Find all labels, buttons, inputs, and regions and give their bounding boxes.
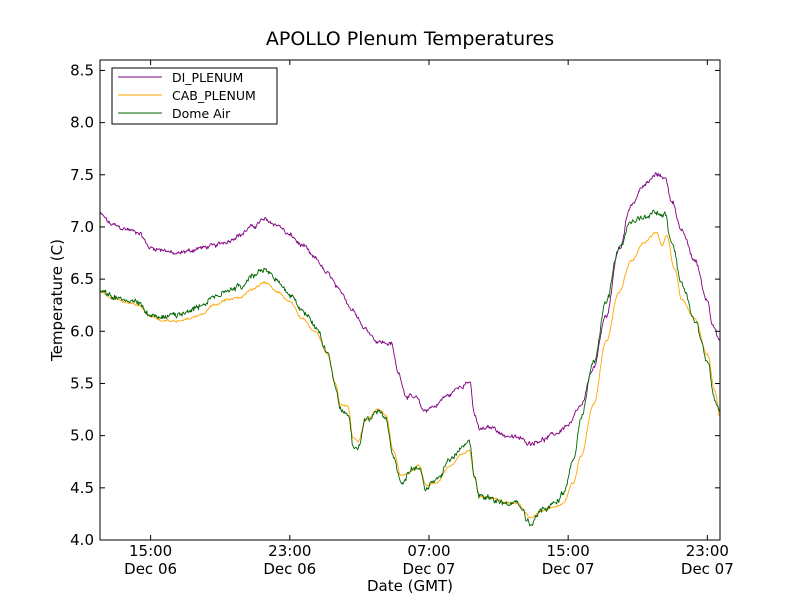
y-axis: 4.0 4.5 5.0 5.5 6.0 6.5 7.0 7.5 8.0 8.5: [70, 61, 720, 549]
y-tick-label: 4.0: [70, 531, 94, 549]
x-tick-label-date: Dec 06: [124, 560, 177, 578]
x-axis-label: Date (GMT): [367, 577, 453, 595]
y-tick-label: 8.0: [70, 114, 94, 132]
y-tick-label: 7.5: [70, 166, 94, 184]
series-layer: [99, 172, 721, 527]
series-line-dome-air: [99, 209, 721, 527]
x-tick-label-time: 23:00: [686, 542, 729, 560]
legend-label-cab-plenum: CAB_PLENUM: [172, 88, 256, 103]
y-tick-label: 7.0: [70, 218, 94, 236]
y-tick-label: 8.5: [70, 61, 94, 79]
plot-frame: [99, 59, 721, 541]
chart-title: APOLLO Plenum Temperatures: [266, 28, 554, 50]
y-tick-label: 6.5: [70, 270, 94, 288]
legend: DI_PLENUM CAB_PLENUM Dome Air: [111, 67, 278, 125]
x-tick-label-time: 23:00: [268, 542, 311, 560]
x-tick-label-time: 15:00: [547, 542, 590, 560]
y-tick-label: 5.5: [70, 374, 94, 392]
y-tick-label: 6.0: [70, 322, 94, 340]
x-tick-label-time: 15:00: [129, 542, 172, 560]
y-tick-label: 4.5: [70, 479, 94, 497]
x-tick-label-date: Dec 07: [681, 560, 734, 578]
y-axis-label: Temperature (C): [48, 239, 66, 362]
x-tick-label-date: Dec 06: [263, 560, 316, 578]
y-tick-label: 5.0: [70, 427, 94, 445]
x-tick-label-date: Dec 07: [403, 560, 456, 578]
legend-label-dome-air: Dome Air: [172, 106, 231, 121]
x-tick-label-date: Dec 07: [542, 560, 595, 578]
x-tick-label-time: 07:00: [407, 542, 450, 560]
legend-label-di-plenum: DI_PLENUM: [172, 70, 243, 85]
